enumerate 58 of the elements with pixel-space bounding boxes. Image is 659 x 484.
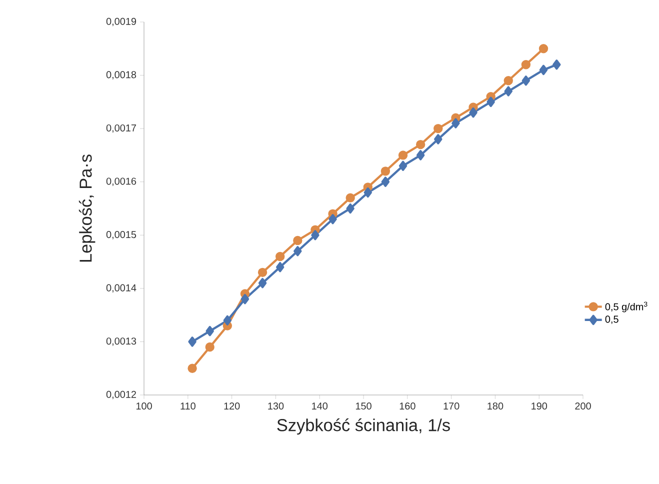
x-tick-label: 190 bbox=[532, 402, 548, 410]
y-tick-label: 0,0015 bbox=[106, 231, 136, 240]
point bbox=[276, 262, 284, 272]
y-tick-label: 0,0019 bbox=[106, 18, 136, 26]
point bbox=[276, 252, 285, 262]
x-tick-label: 100 bbox=[136, 402, 152, 410]
point bbox=[188, 364, 197, 373]
point bbox=[486, 96, 495, 108]
point bbox=[381, 176, 390, 187]
point bbox=[504, 76, 513, 86]
y-axis-title: Lepkość, Pa·s bbox=[78, 154, 96, 262]
point bbox=[552, 60, 561, 70]
point bbox=[328, 214, 337, 224]
point bbox=[380, 166, 390, 176]
point bbox=[416, 150, 425, 160]
y-tick-label: 0,0018 bbox=[106, 71, 136, 80]
point bbox=[398, 160, 408, 171]
point bbox=[206, 326, 214, 336]
point bbox=[398, 150, 408, 160]
point bbox=[521, 60, 531, 70]
y-tick-label: 0,0014 bbox=[106, 284, 136, 293]
point bbox=[223, 315, 232, 326]
point bbox=[188, 336, 196, 347]
point bbox=[258, 278, 267, 288]
point bbox=[452, 118, 460, 128]
point bbox=[434, 124, 443, 134]
point bbox=[294, 246, 302, 256]
point bbox=[434, 134, 442, 144]
y-tick-label: 0,0016 bbox=[106, 178, 136, 186]
x-axis-title: Szybkość ścinania, 1/s bbox=[277, 418, 450, 435]
point bbox=[469, 107, 478, 118]
x-tick-label: 110 bbox=[180, 402, 196, 410]
x-tick-label: 120 bbox=[224, 402, 240, 410]
point bbox=[539, 64, 548, 76]
point bbox=[538, 44, 548, 54]
legend-label: 0,5 g/dm$^{3}$ bbox=[605, 302, 648, 312]
point bbox=[240, 294, 250, 304]
point bbox=[522, 76, 530, 86]
x-tick-label: 200 bbox=[575, 402, 591, 410]
point bbox=[416, 140, 426, 150]
y-tick-label: 0,0013 bbox=[106, 338, 136, 346]
point bbox=[364, 187, 372, 198]
x-tick-label: 170 bbox=[444, 402, 460, 410]
y-tick-label: 0,0012 bbox=[106, 390, 136, 400]
x-tick-label: 130 bbox=[268, 402, 284, 410]
point bbox=[504, 86, 512, 96]
y-tick-label: 0,0017 bbox=[106, 124, 136, 133]
x-tick-label: 150 bbox=[356, 402, 372, 410]
point bbox=[311, 230, 320, 240]
x-tick-label: 140 bbox=[312, 402, 328, 410]
point bbox=[346, 203, 354, 214]
point bbox=[205, 342, 214, 352]
x-tick-label: 160 bbox=[400, 402, 416, 410]
x-tick-label: 180 bbox=[488, 402, 504, 410]
point bbox=[346, 193, 355, 202]
point bbox=[293, 236, 302, 246]
point bbox=[258, 268, 268, 278]
legend-label: 0,5 bbox=[605, 316, 618, 324]
